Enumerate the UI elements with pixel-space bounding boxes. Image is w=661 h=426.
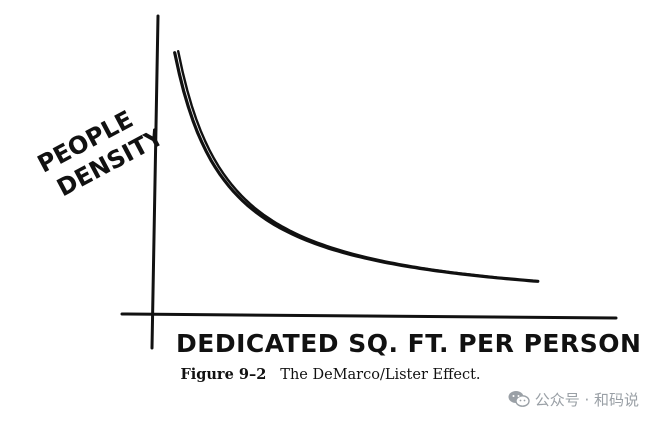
- data-point: [329, 247, 332, 250]
- figure-caption: Figure 9–2 The DeMarco/Lister Effect.: [0, 366, 661, 383]
- figure-number: Figure 9–2: [180, 366, 267, 383]
- data-point: [536, 280, 539, 283]
- watermark-text: 公众号 · 和码说: [534, 390, 639, 409]
- y-axis-label: PEOPLE DENSITY: [33, 105, 169, 202]
- x-axis-line: [120, 312, 618, 320]
- axes: [120, 14, 618, 350]
- y-axis-line: [150, 14, 160, 350]
- data-point: [484, 275, 488, 278]
- wechat-icon: [508, 390, 530, 408]
- data-point: [199, 138, 202, 142]
- x-axis-label: DEDICATED SQ. FT. PER PERSON: [176, 329, 641, 358]
- data-point: [432, 269, 436, 272]
- chart-figure: PEOPLE DENSITY DEDICATED SQ. FT. PER PER…: [33, 14, 641, 358]
- data-point: [183, 94, 187, 98]
- series-layer: [173, 50, 540, 283]
- data-point: [277, 225, 280, 228]
- data-point: [380, 260, 384, 263]
- caption-text: The DeMarco/Lister Effect.: [280, 367, 481, 383]
- watermark: 公众号 · 和码说: [508, 388, 639, 410]
- data-point: [173, 51, 176, 54]
- series-line-overstroke-0: [177, 50, 539, 283]
- data-point: [251, 208, 254, 211]
- series-line-0: [173, 51, 540, 283]
- data-point: [225, 182, 228, 185]
